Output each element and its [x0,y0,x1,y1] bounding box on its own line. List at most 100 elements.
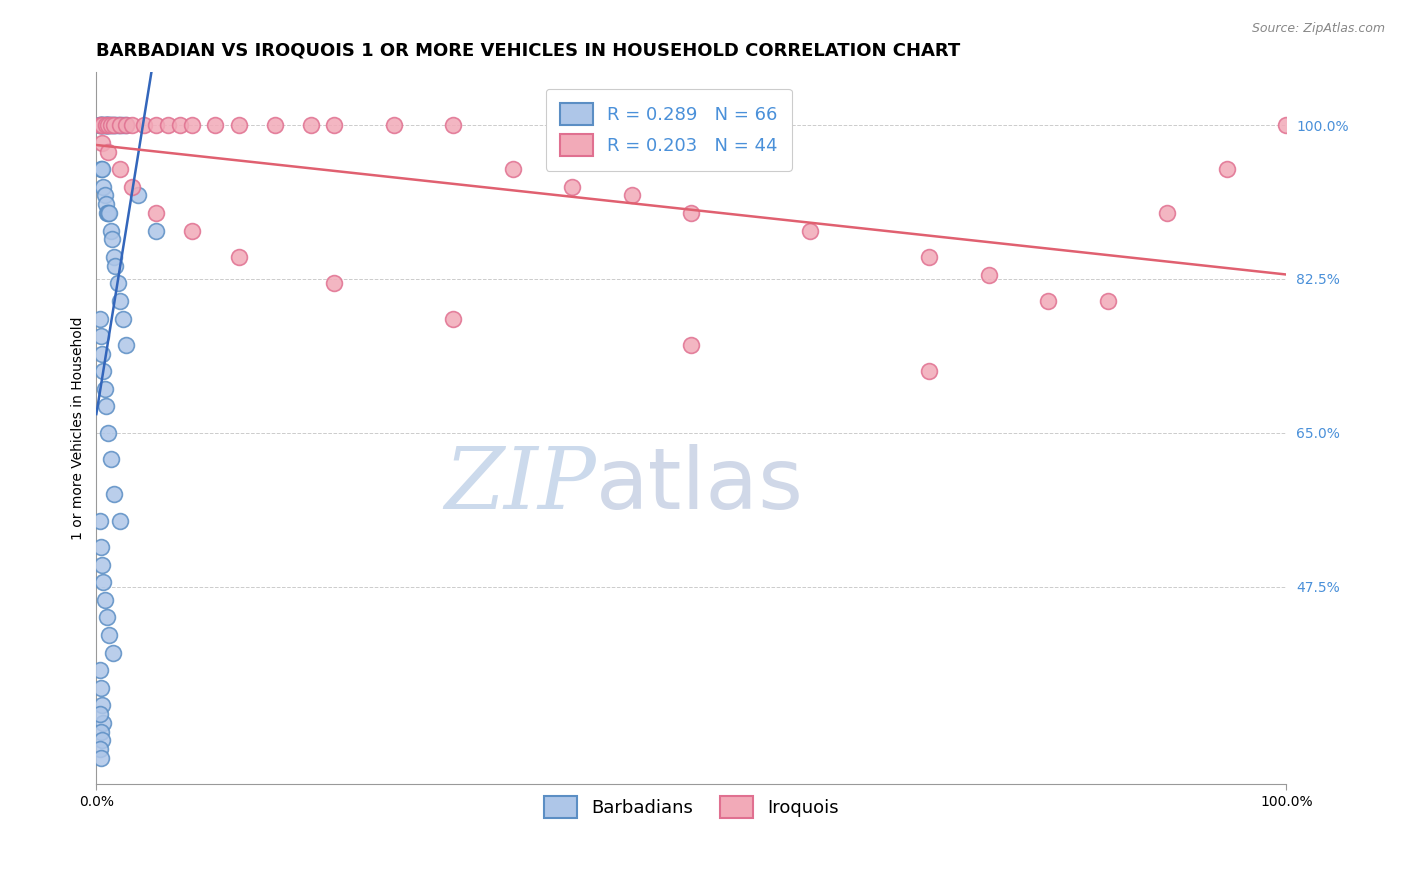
Point [100,224,122,238]
Point [90,329,112,343]
Point [90,724,112,739]
Point [108,118,131,132]
Point [681,206,703,220]
Point [115,338,138,352]
Point [97,118,120,132]
Point [1038,293,1060,308]
Point [97,145,120,159]
Point [98,628,121,642]
Legend: Barbadians, Iroquois: Barbadians, Iroquois [537,789,846,825]
Point [91,118,114,132]
Point [263,118,285,132]
Point [132,118,155,132]
Point [94,118,117,132]
Point [91,733,114,747]
Point [93,592,115,607]
Point [100,452,122,467]
Point [101,646,124,660]
Point [228,118,250,132]
Point [111,311,134,326]
Point [89,118,111,132]
Point [93,715,115,730]
Point [100,118,122,132]
Point [104,259,127,273]
Point [145,118,167,132]
Point [97,118,120,132]
Point [103,118,125,132]
Point [115,118,138,132]
Point [93,179,115,194]
Point [93,188,115,202]
Point [108,293,131,308]
Point [97,425,120,440]
Point [94,118,117,132]
Point [90,162,112,177]
Text: ZIP: ZIP [444,444,596,526]
Point [228,250,250,264]
Point [918,250,941,264]
Point [91,136,114,150]
Point [323,277,346,291]
Point [96,118,118,132]
Point [620,188,643,202]
Point [97,118,120,132]
Point [382,118,405,132]
Point [100,118,122,132]
Point [323,118,346,132]
Point [89,311,111,326]
Point [101,232,124,246]
Point [91,162,114,177]
Text: BARBADIAN VS IROQUOIS 1 OR MORE VEHICLES IN HOUSEHOLD CORRELATION CHART: BARBADIAN VS IROQUOIS 1 OR MORE VEHICLES… [97,42,960,60]
Point [977,268,1000,282]
Point [502,162,524,177]
Point [441,311,464,326]
Point [89,118,111,132]
Point [111,118,134,132]
Point [107,277,129,291]
Point [121,179,143,194]
Point [93,575,115,590]
Point [97,206,120,220]
Point [89,707,111,722]
Point [681,338,703,352]
Point [145,224,167,238]
Point [93,382,115,396]
Point [103,118,125,132]
Point [94,197,117,211]
Point [91,698,114,713]
Point [108,118,131,132]
Point [89,118,111,132]
Text: atlas: atlas [596,444,804,527]
Point [561,179,583,194]
Point [94,400,117,414]
Point [93,118,115,132]
Point [96,206,118,220]
Point [299,118,322,132]
Point [93,364,115,378]
Point [145,206,167,220]
Point [121,118,143,132]
Point [127,188,149,202]
Point [90,751,112,765]
Point [94,118,117,132]
Point [90,681,112,695]
Point [89,663,111,677]
Y-axis label: 1 or more Vehicles in Household: 1 or more Vehicles in Household [72,317,86,541]
Point [1097,293,1119,308]
Point [169,118,191,132]
Point [104,118,127,132]
Point [107,118,129,132]
Point [799,224,821,238]
Point [91,118,114,132]
Point [89,514,111,528]
Point [103,487,125,501]
Point [108,514,131,528]
Point [441,118,464,132]
Text: Source: ZipAtlas.com: Source: ZipAtlas.com [1251,22,1385,36]
Point [1156,206,1178,220]
Point [180,224,202,238]
Point [180,118,202,132]
Point [156,118,179,132]
Point [96,610,118,624]
Point [91,347,114,361]
